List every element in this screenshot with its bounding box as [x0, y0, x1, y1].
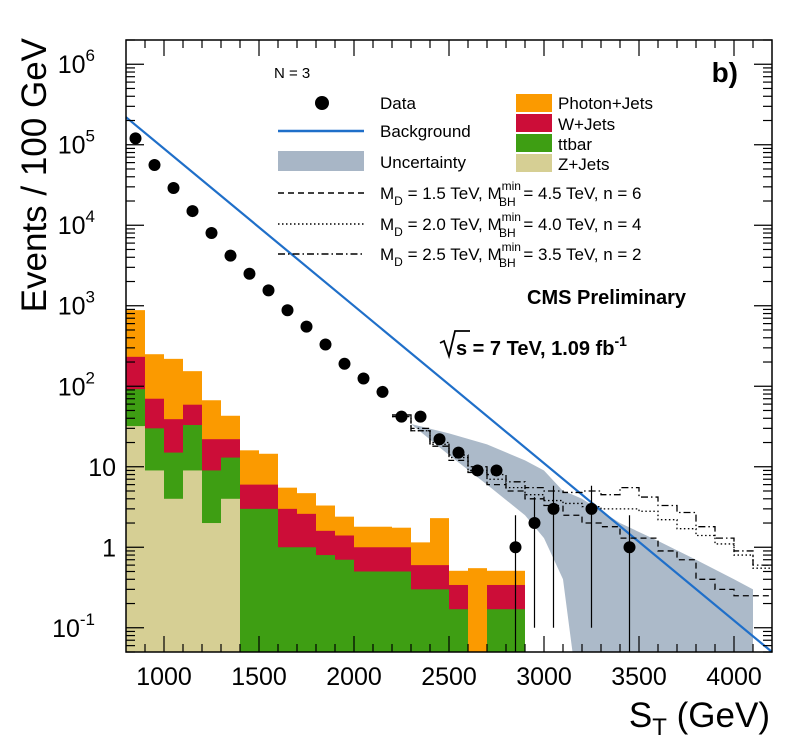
hist-bar-photon-jets-18 — [468, 568, 487, 652]
x-tick-label-1500: 1500 — [231, 663, 287, 691]
data-point-19 — [490, 464, 503, 477]
stacked-histograms — [126, 310, 525, 652]
hist-bar-ttbar-19 — [487, 609, 506, 652]
data-point-5 — [224, 249, 237, 262]
energy-lumi-label: s = 7 TeV, 1.09 fb-1 — [439, 330, 627, 360]
data-point-15 — [414, 410, 427, 423]
hist-bar-ttbar-13 — [373, 571, 392, 652]
sqrt-sign-icon — [439, 330, 470, 360]
data-point-7 — [262, 284, 275, 297]
legend-zjets-label: Z+Jets — [558, 155, 610, 174]
data-point-3 — [186, 205, 199, 218]
hist-bar-z-jets-3 — [183, 470, 202, 652]
x-axis-title: ST (GeV) — [629, 696, 770, 741]
data-point-4 — [205, 227, 218, 240]
data-point-21 — [528, 517, 541, 530]
hist-bar-ttbar-6 — [240, 508, 259, 652]
y-tick-label-10000: 104 — [58, 207, 95, 240]
cms-preliminary-label: CMS Preliminary — [527, 287, 687, 309]
hist-bar-ttbar-7 — [259, 508, 278, 652]
y-tick-label-1000: 103 — [58, 288, 95, 321]
data-point-24 — [623, 541, 636, 554]
x-tick-label-2500: 2500 — [421, 663, 477, 691]
legend-wjets-swatch — [516, 114, 552, 132]
y-tick-label-100: 102 — [58, 368, 95, 401]
hist-bar-ttbar-14 — [392, 571, 411, 652]
legend-background-label: Background — [380, 122, 471, 141]
lumi-exponent: -1 — [614, 333, 627, 349]
background-fit — [125, 116, 773, 653]
data-point-13 — [376, 385, 389, 398]
y-tick-labels: 10-1 1 10 102 103 104 105 106 — [52, 46, 116, 643]
legend-zjets-swatch — [516, 154, 552, 172]
data-point-17 — [452, 446, 465, 459]
hist-bar-z-jets-1 — [145, 470, 164, 652]
y-tick-label-10: 10 — [88, 454, 116, 482]
background-line — [125, 116, 773, 653]
data-point-22 — [547, 502, 560, 515]
data-point-2 — [167, 182, 180, 195]
hist-bar-z-jets-2 — [164, 498, 183, 652]
y-axis-title: Events / 100 GeV — [15, 37, 54, 312]
n-label: N = 3 — [274, 65, 310, 82]
data-point-8 — [281, 304, 294, 317]
signal-curve-1 — [392, 415, 772, 597]
y-tick-label-100000: 105 — [58, 127, 95, 160]
x-tick-label-4000: 4000 — [706, 663, 762, 691]
y-tick-label-1000000: 106 — [58, 46, 95, 79]
hist-bar-ttbar-17 — [449, 609, 468, 652]
legend-ttbar-swatch — [516, 134, 552, 152]
uncertainty-band-area — [411, 423, 753, 652]
hist-bar-z-jets-0 — [126, 426, 145, 652]
legend-data-label: Data — [380, 94, 416, 113]
legend: Data Background Uncertainty Photon+Jets … — [278, 94, 653, 270]
x-tick-label-1000: 1000 — [136, 663, 192, 691]
legend-ttbar-label: ttbar — [558, 135, 592, 154]
legend-photon-swatch — [516, 94, 552, 112]
data-point-0 — [129, 132, 142, 145]
panel-label: b) — [712, 57, 738, 88]
legend-signal-1-label: MD = 1.5 TeV, Mmin BH = 4.5 TeV, n = 6 — [380, 179, 642, 209]
legend-data-marker — [315, 96, 329, 110]
hist-bar-ttbar-11 — [335, 559, 354, 652]
legend-signal-2-label: MD = 2.0 TeV, Mmin BH = 4.0 TeV, n = 4 — [380, 210, 642, 240]
legend-uncertainty-swatch — [278, 151, 364, 171]
data-point-11 — [338, 357, 351, 370]
x-tick-label-2000: 2000 — [326, 663, 382, 691]
uncertainty-band — [411, 423, 753, 652]
data-point-16 — [433, 433, 446, 446]
legend-uncertainty-label: Uncertainty — [380, 153, 466, 172]
x-tick-label-3000: 3000 — [516, 663, 572, 691]
energy-lumi-text: = 7 TeV, 1.09 fb — [467, 338, 614, 360]
sqrt-s-text: s — [456, 338, 467, 360]
hist-bar-ttbar-8 — [278, 547, 297, 652]
y-tick-label-0.1: 10-1 — [52, 610, 95, 643]
hist-bar-ttbar-10 — [316, 555, 335, 652]
axis-ticks — [126, 39, 772, 653]
x-tick-label-3500: 3500 — [611, 663, 667, 691]
data-point-18 — [471, 464, 484, 477]
hist-bar-ttbar-9 — [297, 547, 316, 652]
data-points — [129, 132, 636, 652]
legend-photon-label: Photon+Jets — [558, 94, 653, 113]
hist-bar-ttbar-15 — [411, 589, 430, 652]
svg-text:s = 7 TeV, 1.09 fb-1: s = 7 TeV, 1.09 fb-1 — [456, 333, 627, 360]
data-point-9 — [300, 320, 313, 333]
y-tick-label-1: 1 — [102, 534, 116, 562]
data-point-20 — [509, 541, 522, 554]
hist-bar-ttbar-12 — [354, 571, 373, 652]
data-point-1 — [148, 159, 161, 172]
data-point-14 — [395, 410, 408, 423]
data-point-6 — [243, 267, 256, 280]
data-point-23 — [585, 502, 598, 515]
data-point-10 — [319, 338, 332, 351]
hist-bar-ttbar-16 — [430, 589, 449, 652]
hist-bar-z-jets-4 — [202, 523, 221, 652]
x-tick-labels: 1000 1500 2000 2500 3000 3500 4000 — [136, 663, 762, 691]
legend-wjets-label: W+Jets — [558, 115, 615, 134]
data-point-12 — [357, 372, 370, 385]
legend-signal-3-label: MD = 2.5 TeV, Mmin BH = 3.5 TeV, n = 2 — [380, 240, 642, 270]
hist-bar-z-jets-5 — [221, 498, 240, 652]
